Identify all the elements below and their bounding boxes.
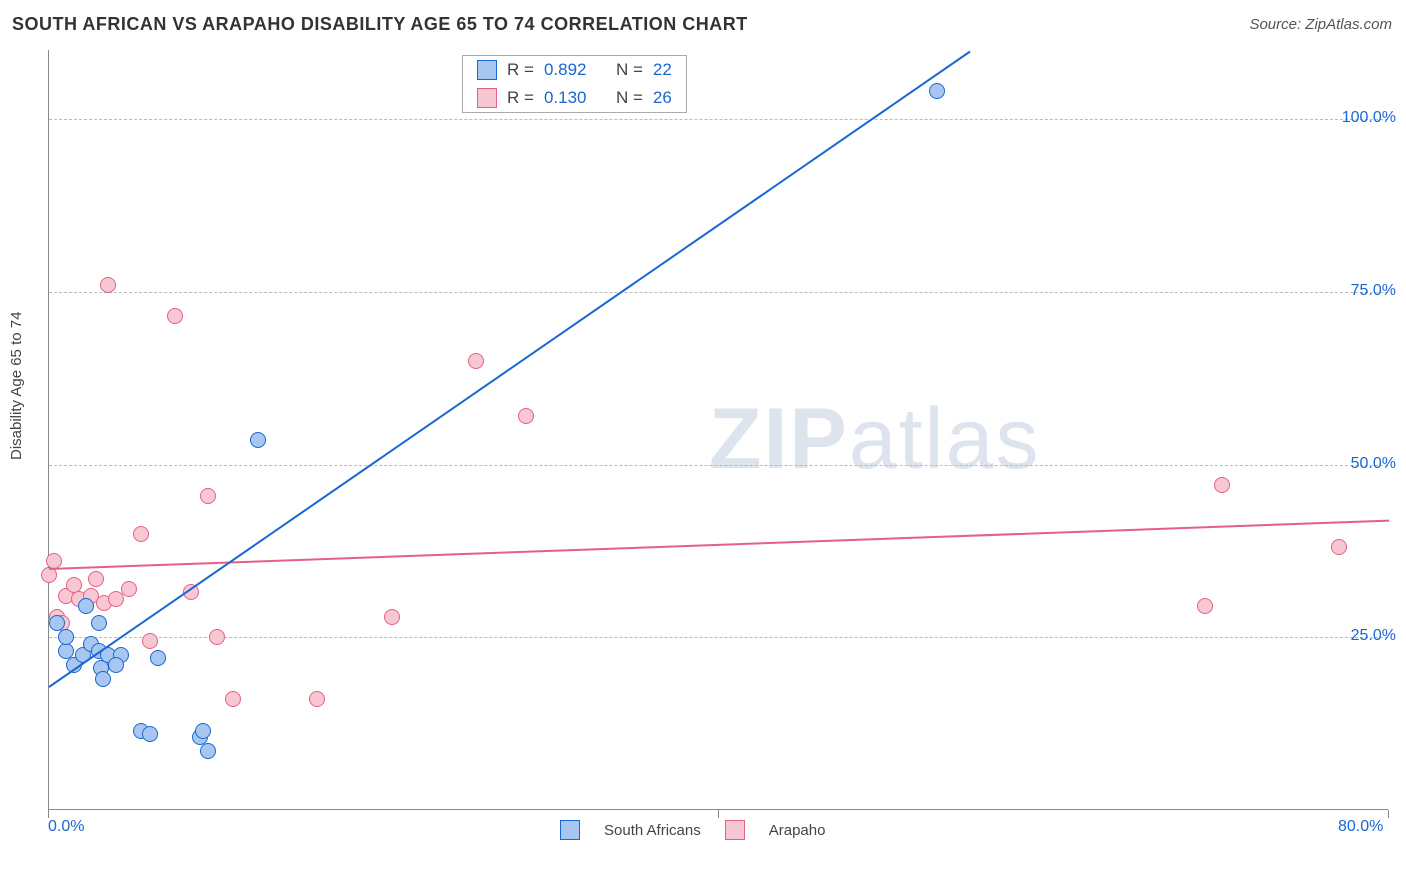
data-point: [1214, 477, 1230, 493]
legend-n-label: N =: [616, 60, 643, 80]
series1-label: South Africans: [604, 822, 701, 839]
gridline: [49, 637, 1388, 638]
y-tick-label: 100.0%: [1342, 109, 1396, 127]
data-point: [200, 488, 216, 504]
data-point: [929, 83, 945, 99]
trend-line: [48, 50, 970, 687]
data-point: [78, 598, 94, 614]
data-point: [225, 691, 241, 707]
data-point: [108, 657, 124, 673]
legend-n-label: N =: [616, 88, 643, 108]
chart-title: SOUTH AFRICAN VS ARAPAHO DISABILITY AGE …: [12, 14, 748, 35]
x-tick-label: 80.0%: [1338, 818, 1383, 836]
legend-r-label: R =: [507, 88, 534, 108]
x-tick-mark: [718, 810, 719, 818]
data-point: [384, 609, 400, 625]
x-tick-label: 0.0%: [48, 818, 84, 836]
trend-line: [49, 520, 1389, 570]
x-tick-mark: [1388, 810, 1389, 818]
data-point: [95, 671, 111, 687]
data-point: [167, 308, 183, 324]
y-axis-label: Disability Age 65 to 74: [8, 312, 25, 460]
legend-swatch: [477, 88, 497, 108]
y-tick-label: 25.0%: [1351, 627, 1396, 645]
correlation-legend: R = 0.892 N = 22 R = 0.130 N = 26: [462, 55, 687, 113]
legend-r-label: R =: [507, 60, 534, 80]
series-legend: South Africans Arapaho: [560, 820, 825, 840]
source-label: Source: ZipAtlas.com: [1249, 16, 1392, 33]
y-tick-label: 50.0%: [1351, 455, 1396, 473]
data-point: [468, 353, 484, 369]
legend-r-value: 0.130: [544, 88, 587, 108]
data-point: [250, 432, 266, 448]
data-point: [121, 581, 137, 597]
gridline: [49, 465, 1388, 466]
data-point: [1197, 598, 1213, 614]
watermark: ZIPatlas: [709, 390, 1040, 489]
gridline: [49, 119, 1388, 120]
legend-r-value: 0.892: [544, 60, 587, 80]
legend-n-value: 22: [653, 60, 672, 80]
legend-n-value: 26: [653, 88, 672, 108]
data-point: [88, 571, 104, 587]
data-point: [1331, 539, 1347, 555]
legend-row: R = 0.892 N = 22: [463, 56, 686, 84]
data-point: [150, 650, 166, 666]
legend-swatch: [477, 60, 497, 80]
gridline: [49, 292, 1388, 293]
data-point: [108, 591, 124, 607]
series2-label: Arapaho: [769, 822, 826, 839]
data-point: [142, 726, 158, 742]
y-tick-label: 75.0%: [1351, 282, 1396, 300]
data-point: [209, 629, 225, 645]
series2-swatch: [725, 820, 745, 840]
data-point: [133, 526, 149, 542]
data-point: [195, 723, 211, 739]
data-point: [91, 615, 107, 631]
data-point: [100, 277, 116, 293]
data-point: [518, 408, 534, 424]
data-point: [200, 743, 216, 759]
x-tick-mark: [48, 810, 49, 818]
data-point: [142, 633, 158, 649]
data-point: [309, 691, 325, 707]
legend-row: R = 0.130 N = 26: [463, 84, 686, 112]
plot-area: ZIPatlas: [48, 50, 1388, 810]
series1-swatch: [560, 820, 580, 840]
data-point: [58, 629, 74, 645]
